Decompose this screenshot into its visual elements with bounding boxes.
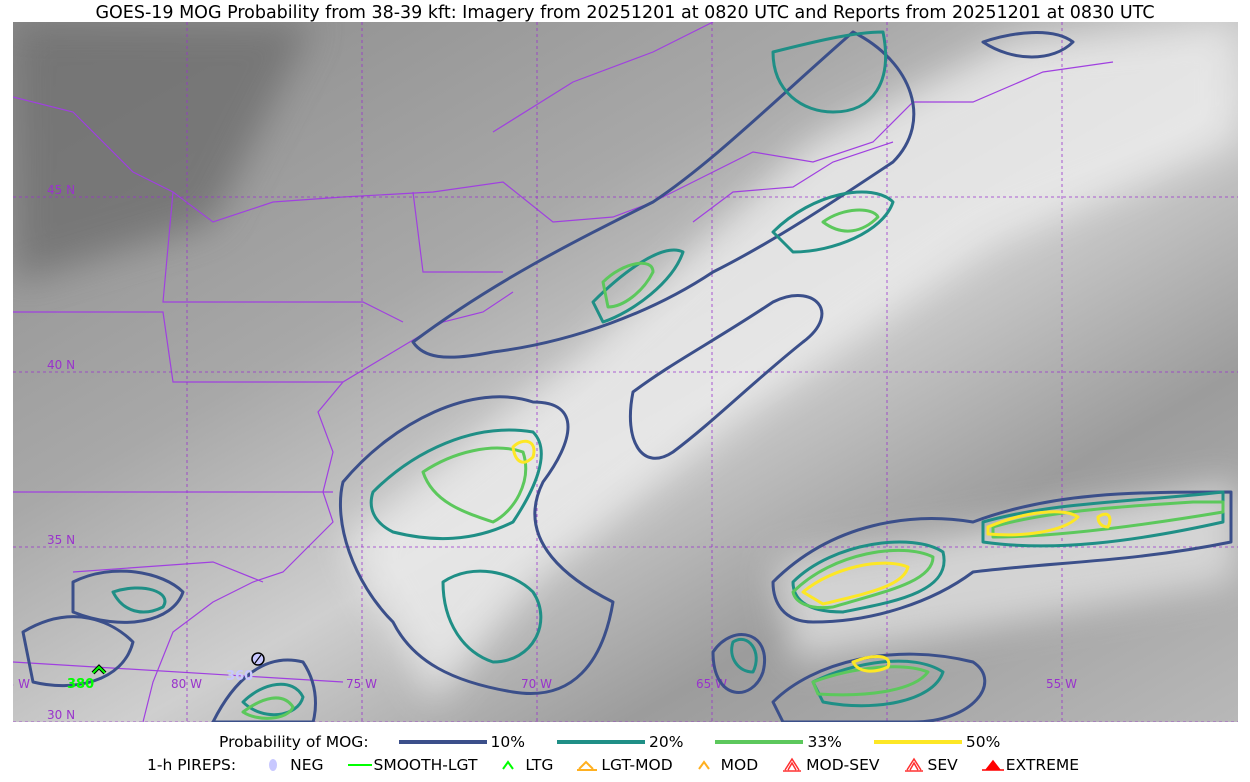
pirep-neg[interactable]: 360 [226,652,265,684]
contour-10pct [21,30,1233,722]
caret-icon [697,760,710,770]
caret-bar-icon [577,760,598,771]
pirep-flight-level: 380 [67,677,94,692]
coastlines-borders [13,22,1114,722]
pirep-legend-text: LGT-MOD [601,756,673,774]
line-icon [347,764,372,766]
double-caret-icon [783,757,802,772]
pirep-legend-mod: MOD [697,756,783,774]
lon-label: 75 W [346,677,377,691]
pirep-flight-level: 360 [226,669,253,684]
pirep-legend-text: NEG [290,756,324,774]
lon-label: 80 W [171,677,202,691]
pirep-legend-text: LTG [525,756,554,774]
ltg-caret-icon [92,665,106,674]
lon-label: 55 W [1046,677,1077,691]
pirep-legend-text: EXTREME [1005,756,1080,774]
pirep-legend-text: SEV [927,756,958,774]
pirep-legend-text: MOD [720,756,759,774]
pirep-legend-text: MOD-SEV [806,756,880,774]
lat-label: 40 N [47,358,75,372]
double-caret-icon [904,757,923,772]
satellite-map: 45 N40 N35 N30 N85 W80 W75 W70 W65 W55 W [13,22,1238,722]
pirep-legend-extreme: EXTREME [981,756,1103,774]
neg-icon [269,759,278,771]
legend-10pct: 10% [398,733,557,751]
contour-50pct [511,439,1112,673]
legend-20pct: 20% [557,733,715,751]
pirep-legend-label: 1-h PIREPS: [147,756,237,774]
lat-label: 30 N [47,708,75,722]
filled-triangle-icon [981,759,1004,771]
pirep-legend-text: SMOOTH-LGT [373,756,478,774]
legend-50pct: 50% [873,733,1000,751]
legend-33pct: 33% [715,733,873,751]
map-title: GOES-19 MOG Probability from 38-39 kft: … [95,3,1155,23]
contour-33pct [241,208,1225,720]
lat-label: 45 N [47,183,75,197]
caret-icon [502,760,515,770]
pirep-legend-sev: SEV [904,756,982,774]
lon-label: 85 W [13,677,30,691]
pirep-legend-mod-sev: MOD-SEV [782,756,903,774]
mog-contours [21,30,1233,722]
prob-legend-label: Probability of MOG: [219,733,369,751]
lat-label: 35 N [47,533,75,547]
pirep-legend-lgt-mod: LGT-MOD [577,756,696,774]
probability-legend: Probability of MOG: 10% 20% 33% 50% [0,733,1250,751]
pirep-legend-smooth-lgt: SMOOTH-LGT [347,756,502,774]
pirep-ltg[interactable]: 380 [67,664,107,692]
pirep-legend-neg: NEG [266,756,347,774]
lon-label: 70 W [521,677,552,691]
pirep-legend: 1-h PIREPS: NEG SMOOTH-LGT LTG LGT-MOD MOD MO… [0,756,1250,774]
pirep-legend-ltg: LTG [501,756,577,774]
